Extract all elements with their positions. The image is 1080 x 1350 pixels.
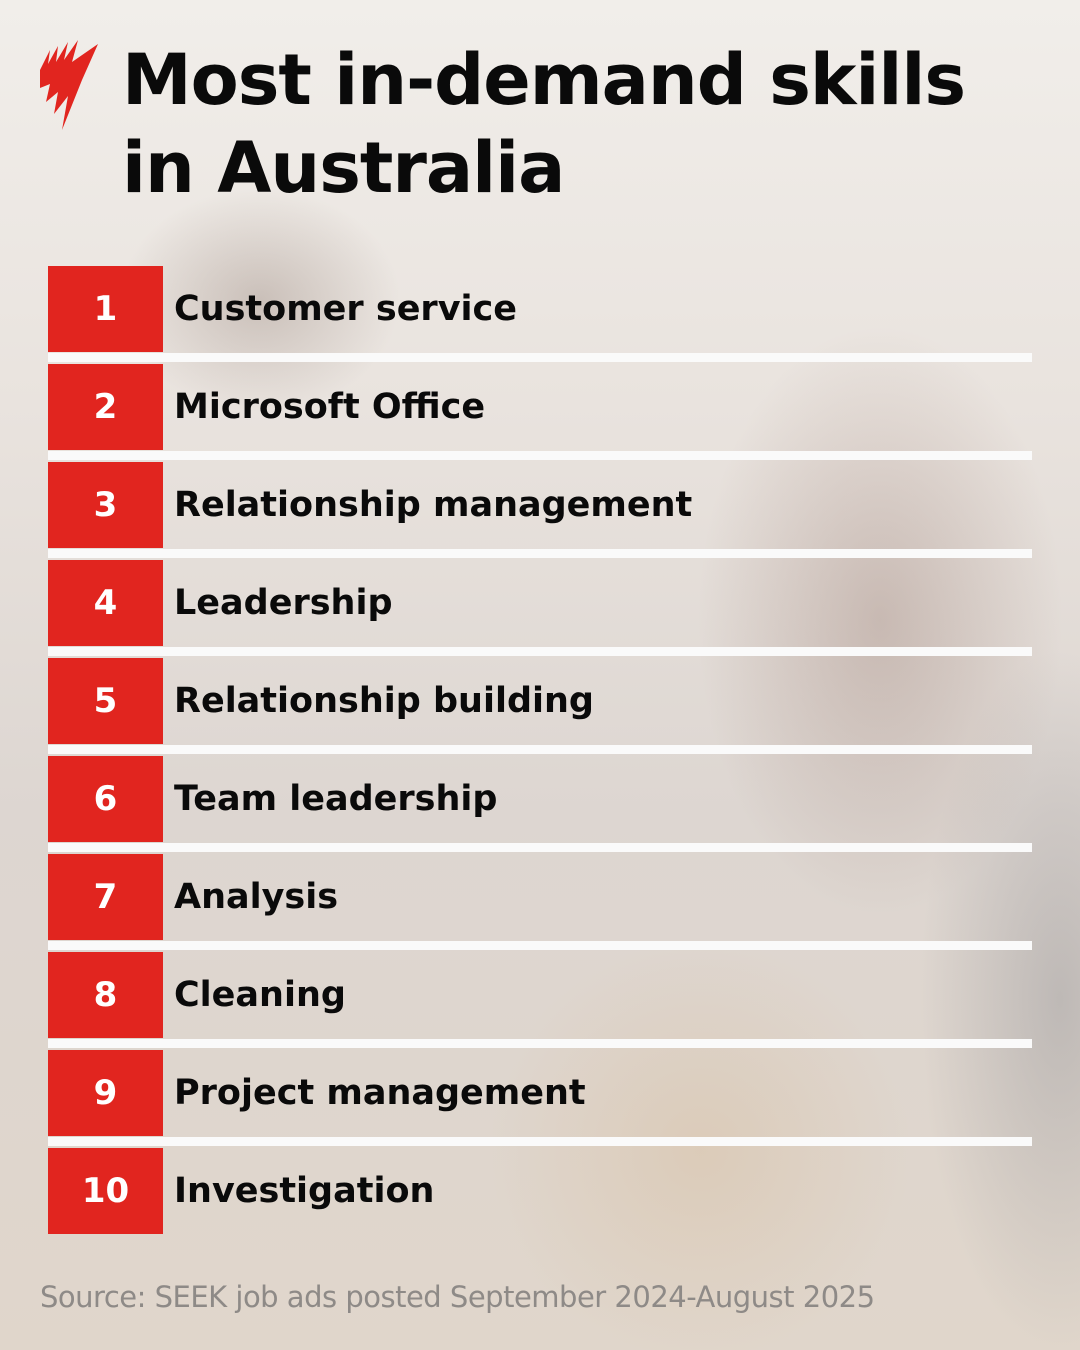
skill-row: 2 Microsoft Office xyxy=(48,364,1032,460)
rank-badge: 3 xyxy=(48,462,163,548)
skill-label: Customer service xyxy=(174,289,517,329)
rank-badge: 7 xyxy=(48,854,163,940)
skill-label: Relationship management xyxy=(174,485,693,525)
rank-badge: 10 xyxy=(48,1148,163,1234)
skill-row: 4 Leadership xyxy=(48,560,1032,656)
skill-label: Investigation xyxy=(174,1171,435,1211)
skill-row: 10 Investigation xyxy=(48,1148,1032,1234)
page-title: Most in-demand skills in Australia xyxy=(122,36,966,212)
skill-label: Microsoft Office xyxy=(174,387,486,427)
rank-badge: 8 xyxy=(48,952,163,1038)
skill-label: Relationship building xyxy=(174,681,594,721)
skill-label: Team leadership xyxy=(174,779,498,819)
skill-row: 3 Relationship management xyxy=(48,462,1032,558)
rank-badge: 1 xyxy=(48,266,163,352)
rank-badge: 5 xyxy=(48,658,163,744)
rank-badge: 6 xyxy=(48,756,163,842)
skill-row: 1 Customer service xyxy=(48,266,1032,362)
rank-badge: 9 xyxy=(48,1050,163,1136)
rank-badge: 4 xyxy=(48,560,163,646)
title-line-2: in Australia xyxy=(122,127,565,209)
skill-label: Project management xyxy=(174,1073,586,1113)
skill-label: Cleaning xyxy=(174,975,346,1015)
skill-label: Analysis xyxy=(174,877,339,917)
skill-row: 9 Project management xyxy=(48,1050,1032,1146)
skill-label: Leadership xyxy=(174,583,393,623)
rank-badge: 2 xyxy=(48,364,163,450)
skill-row: 6 Team leadership xyxy=(48,756,1032,852)
skill-row: 8 Cleaning xyxy=(48,952,1032,1048)
title-line-1: Most in-demand skills xyxy=(122,39,966,121)
source-note: Source: SEEK job ads posted September 20… xyxy=(40,1280,875,1314)
skill-row: 7 Analysis xyxy=(48,854,1032,950)
skill-row: 5 Relationship building xyxy=(48,658,1032,754)
sbs-logo-icon xyxy=(40,40,98,130)
skills-list: 1 Customer service 2 Microsoft Office 3 Re… xyxy=(48,266,1032,1246)
